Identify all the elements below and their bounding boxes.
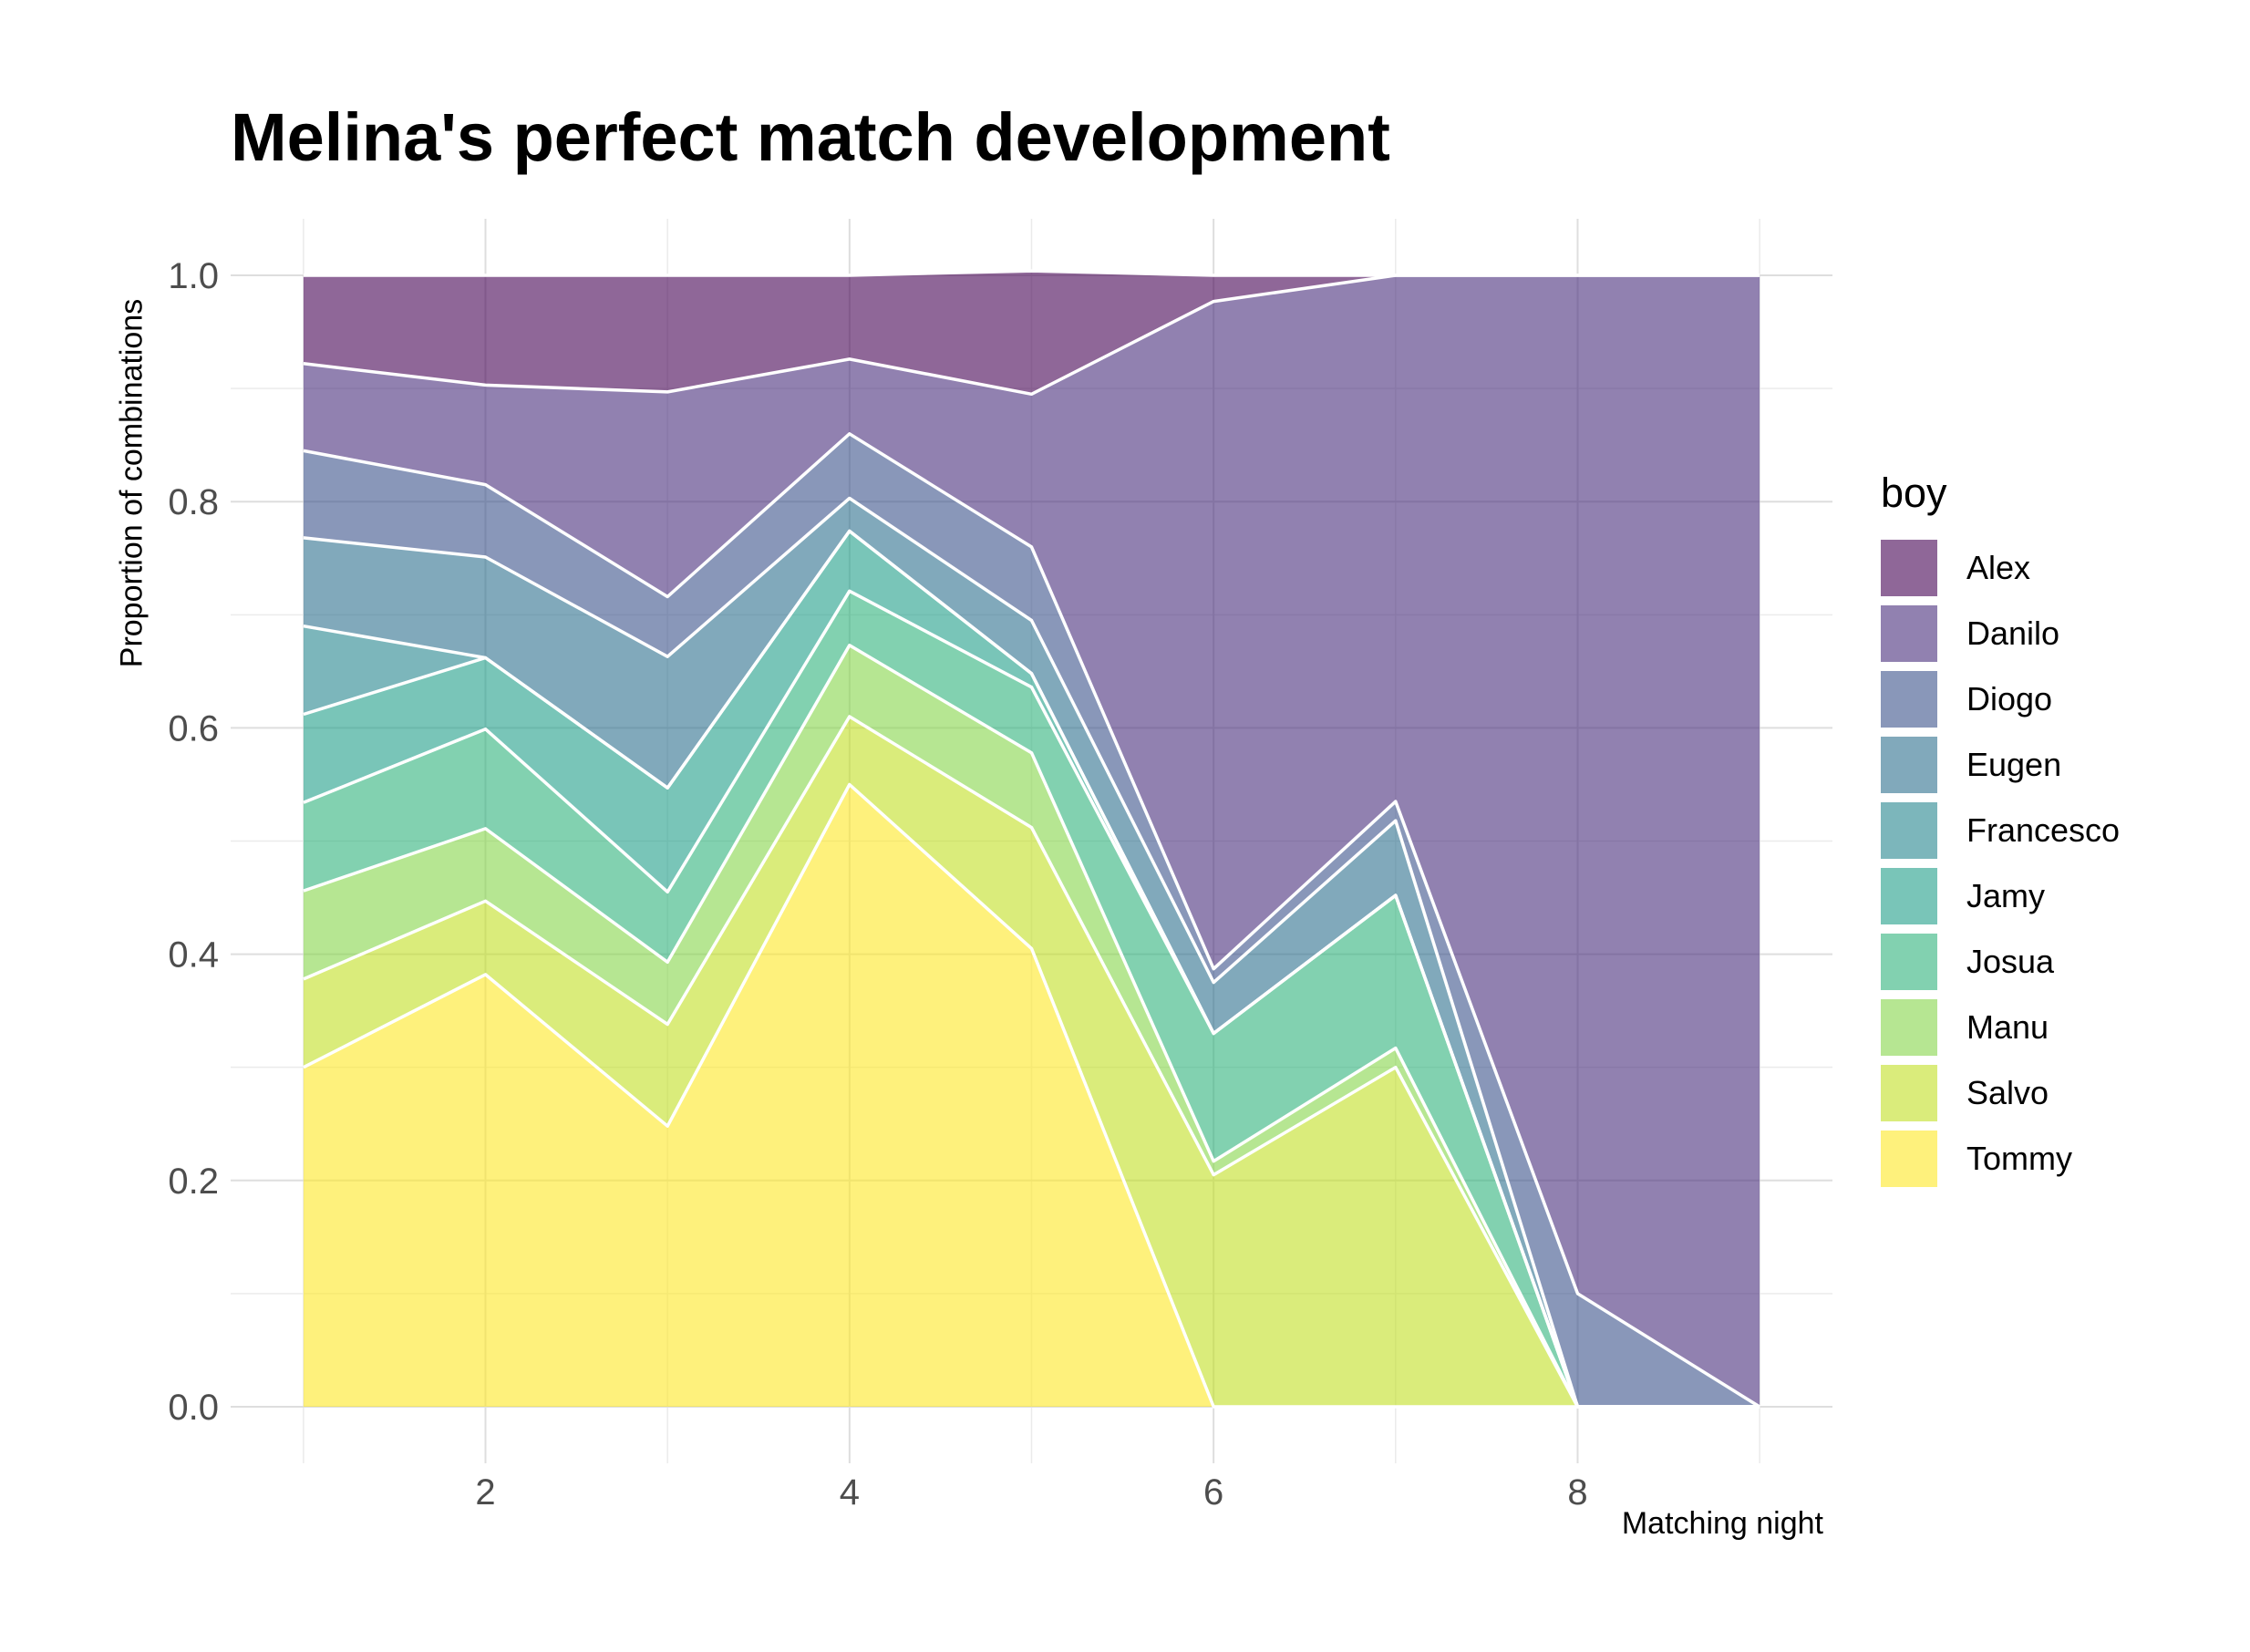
boundary-line-tommy	[303, 782, 1760, 1409]
legend-label: Salvo	[1966, 1074, 2049, 1111]
legend-label: Diogo	[1966, 680, 2053, 718]
legend-item-francesco: Francesco	[1881, 798, 2120, 863]
legend-label: Eugen	[1966, 746, 2062, 783]
boundary-line-diogo	[303, 432, 1761, 1409]
x-tick-label: 8	[1567, 1472, 1587, 1513]
legend-label: Francesco	[1966, 811, 2121, 849]
legend-swatch	[1881, 934, 1937, 990]
legend-item-salvo: Salvo	[1881, 1060, 2120, 1126]
y-tick-label: 0.2	[168, 1162, 219, 1202]
legend-label: Danilo	[1966, 614, 2060, 652]
legend-item-jamy: Jamy	[1881, 863, 2120, 929]
x-tick-label: 2	[475, 1472, 495, 1513]
legend-swatch	[1881, 540, 1937, 596]
legend-item-manu: Manu	[1881, 995, 2120, 1060]
y-tick-label: 0.8	[168, 482, 219, 522]
boundary-line-eugen	[303, 496, 1760, 1409]
legend-label: Manu	[1966, 1008, 2049, 1046]
legend-swatch	[1881, 802, 1937, 859]
legend-item-danilo: Danilo	[1881, 601, 2120, 666]
boundary-line-salvo	[303, 715, 1760, 1409]
legend-item-diogo: Diogo	[1881, 666, 2120, 732]
boundary-line-manu	[303, 644, 1760, 1409]
y-tick-label: 0.4	[168, 935, 219, 976]
legend-label: Tommy	[1966, 1140, 2072, 1177]
area-tommy	[303, 784, 1760, 1407]
legend-item-eugen: Eugen	[1881, 732, 2120, 798]
area-boundaries	[303, 269, 1761, 1409]
y-axis-label: Proportion of combinations	[114, 298, 150, 668]
area-diogo	[303, 433, 1760, 1407]
legend-items: Alex Danilo Diogo Eugen Francesco Jamy Josua Ma…	[1881, 535, 2120, 1192]
y-tick-label: 1.0	[168, 256, 219, 296]
area-danilo	[303, 275, 1760, 1407]
chart-title: Melina's perfect match development	[231, 99, 1390, 175]
legend-label: Josua	[1966, 943, 2055, 980]
area-salvo	[303, 717, 1760, 1407]
y-tick-label: 0.0	[168, 1388, 219, 1428]
legend: boy Alex Danilo Diogo Eugen Francesco Jamy Jos…	[1881, 470, 2120, 1192]
legend-label: Jamy	[1966, 877, 2046, 914]
area-eugen	[303, 498, 1760, 1407]
legend-item-josua: Josua	[1881, 929, 2120, 995]
legend-swatch	[1881, 671, 1937, 728]
area-alex	[303, 271, 1760, 395]
legend-item-tommy: Tommy	[1881, 1126, 2120, 1192]
x-axis-label: Matching night	[1621, 1506, 1823, 1541]
boundary-line-francesco	[303, 529, 1760, 1409]
y-tick-label: 0.6	[168, 708, 219, 749]
legend-swatch	[1881, 868, 1937, 924]
area-manu	[303, 645, 1760, 1407]
legend-swatch	[1881, 605, 1937, 662]
y-axis-ticks: 0.0 0.2 0.4 0.6 0.8 1.0	[168, 256, 219, 1428]
boundary-line-alex	[303, 269, 1760, 277]
legend-label: Alex	[1966, 549, 2031, 586]
x-tick-label: 4	[840, 1472, 860, 1513]
legend-swatch	[1881, 1131, 1937, 1187]
legend-item-alex: Alex	[1881, 535, 2120, 601]
x-axis-ticks: 2 4 6 8	[475, 1472, 1587, 1513]
area-layers	[303, 271, 1760, 1407]
legend-swatch	[1881, 999, 1937, 1056]
legend-swatch	[1881, 737, 1937, 793]
legend-title: boy	[1881, 470, 1947, 516]
legend-swatch	[1881, 1065, 1937, 1121]
x-tick-label: 6	[1203, 1472, 1223, 1513]
